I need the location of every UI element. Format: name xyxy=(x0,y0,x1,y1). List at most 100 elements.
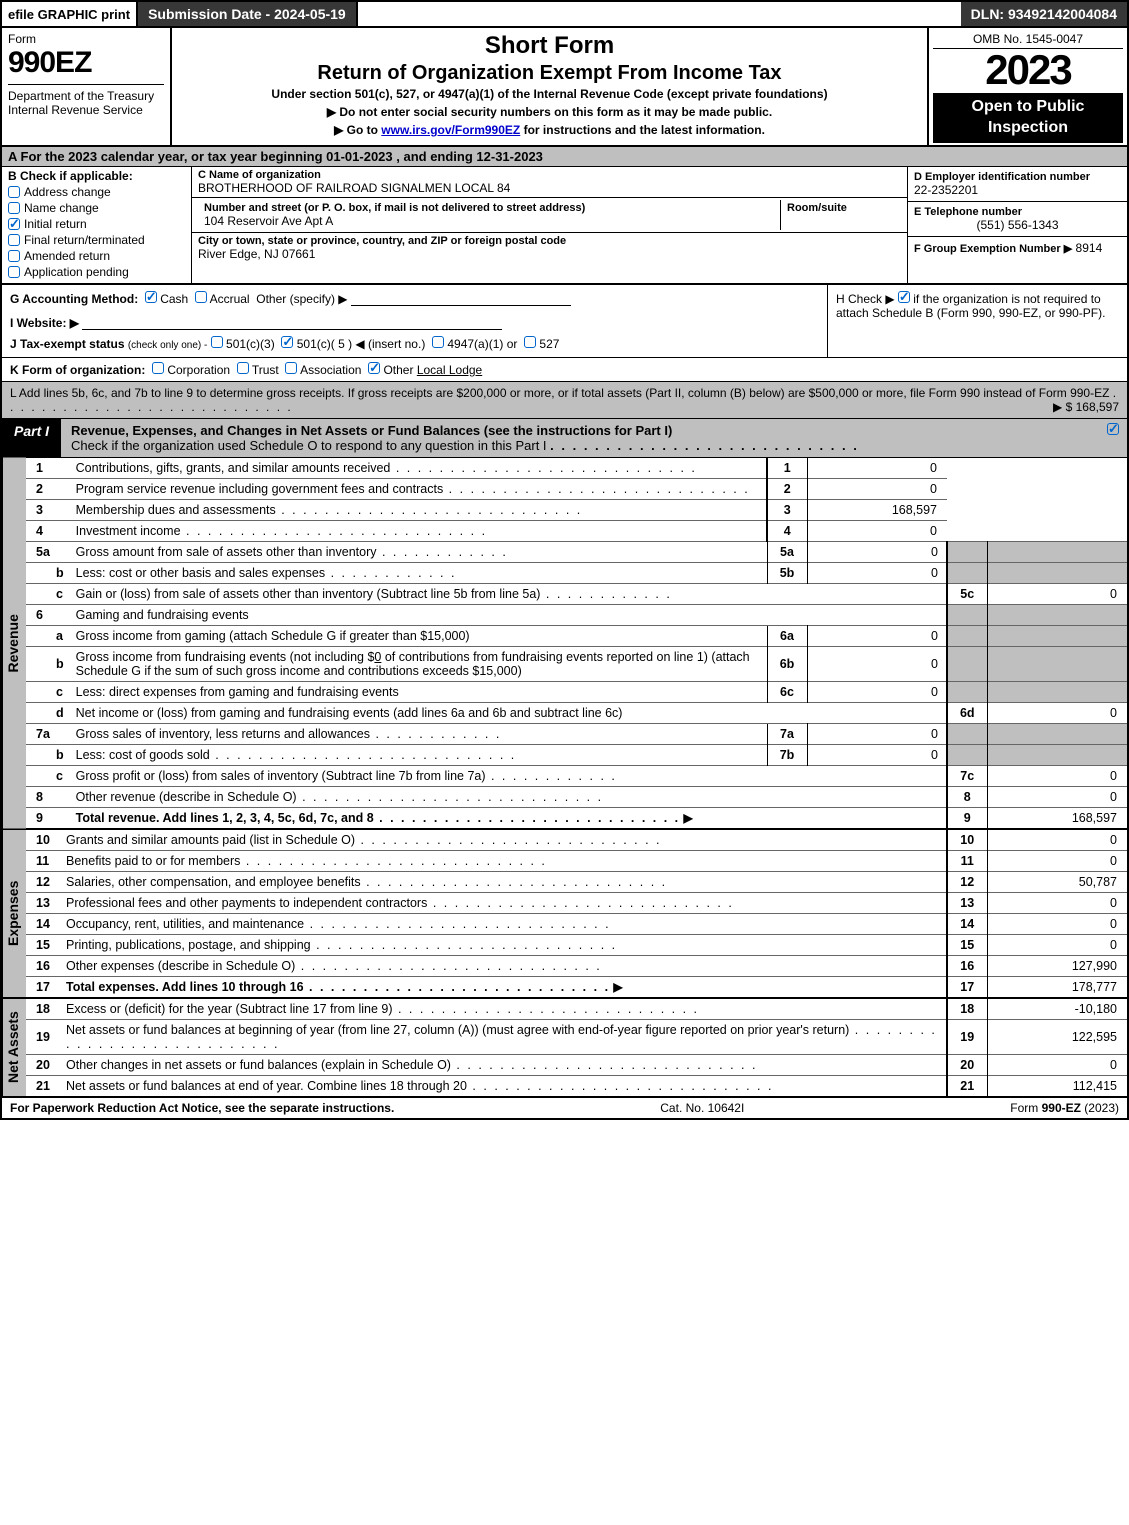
chk-initial-return[interactable]: Initial return xyxy=(8,217,185,231)
efile-print-label[interactable]: efile GRAPHIC print xyxy=(2,2,136,26)
form-header: Form 990EZ Department of the Treasury In… xyxy=(0,28,1129,147)
revenue-table: 1Contributions, gifts, grants, and simil… xyxy=(26,458,1127,829)
g-other: Other (specify) ▶ xyxy=(256,292,347,306)
amt-shade xyxy=(987,605,1127,626)
line-desc: Excess or (deficit) for the year (Subtra… xyxy=(66,1002,393,1016)
mid-val: 0 xyxy=(807,563,947,584)
col-c-org-info: C Name of organization BROTHERHOOD OF RA… xyxy=(192,167,907,283)
expenses-side-label: Expenses xyxy=(2,830,26,997)
line-desc: Occupancy, rent, utilities, and maintena… xyxy=(66,917,304,931)
mid-val: 0 xyxy=(807,647,947,682)
line-num: 18 xyxy=(26,999,60,1020)
footer-left: For Paperwork Reduction Act Notice, see … xyxy=(10,1101,394,1115)
amount: 0 xyxy=(987,1055,1127,1076)
checkbox-icon[interactable] xyxy=(195,291,207,303)
chk-amended-return[interactable]: Amended return xyxy=(8,249,185,263)
org-name-row: C Name of organization BROTHERHOOD OF RA… xyxy=(192,167,907,198)
irs-link[interactable]: www.irs.gov/Form990EZ xyxy=(381,123,520,137)
line-num: 7a xyxy=(26,724,70,745)
line-desc: Salaries, other compensation, and employ… xyxy=(66,875,361,889)
amount: 0 xyxy=(987,766,1127,787)
box-num: 6d xyxy=(947,703,987,724)
website-input[interactable] xyxy=(82,316,502,330)
chk-application-pending[interactable]: Application pending xyxy=(8,265,185,279)
b-header: B Check if applicable: xyxy=(8,169,185,183)
chk-label: Application pending xyxy=(24,265,129,279)
line-21: 21Net assets or fund balances at end of … xyxy=(26,1076,1127,1097)
checkbox-icon[interactable] xyxy=(237,362,249,374)
chk-final-return[interactable]: Final return/terminated xyxy=(8,233,185,247)
checkbox-icon[interactable] xyxy=(898,291,910,303)
box-shade xyxy=(947,745,987,766)
box-num: 5c xyxy=(947,584,987,605)
line-num: 4 xyxy=(26,520,70,541)
part-i-checkbox[interactable] xyxy=(1099,419,1127,457)
net-assets-block: Net Assets 18Excess or (deficit) for the… xyxy=(0,999,1129,1098)
checkbox-icon xyxy=(8,250,20,262)
box-shade xyxy=(947,626,987,647)
line-num: 8 xyxy=(26,787,70,808)
mid-box: 6a xyxy=(767,626,807,647)
chk-name-change[interactable]: Name change xyxy=(8,201,185,215)
org-name-label: C Name of organization xyxy=(198,169,901,181)
box-shade xyxy=(947,563,987,584)
checkbox-icon[interactable] xyxy=(285,362,297,374)
arrow2-pre: ▶ Go to xyxy=(334,123,381,137)
line-num: b xyxy=(26,563,70,584)
amt-shade xyxy=(987,647,1127,682)
line-num: 20 xyxy=(26,1055,60,1076)
box-num: 12 xyxy=(947,872,987,893)
phone: (551) 556-1343 xyxy=(914,218,1121,232)
dln: DLN: 93492142004084 xyxy=(961,2,1127,26)
phone-row: E Telephone number (551) 556-1343 xyxy=(908,202,1127,237)
k-opt: Trust xyxy=(252,363,279,377)
line-desc: Gaming and fundraising events xyxy=(70,605,947,626)
line-k: K Form of organization: Corporation Trus… xyxy=(0,358,1129,382)
checkbox-icon xyxy=(8,186,20,198)
checkbox-icon[interactable] xyxy=(152,362,164,374)
line-desc: Gross income from gaming (attach Schedul… xyxy=(76,629,470,643)
line-num: 6 xyxy=(26,605,70,626)
amount: 0 xyxy=(987,703,1127,724)
city: River Edge, NJ 07661 xyxy=(198,247,901,261)
g-other-input[interactable] xyxy=(351,292,571,306)
box-num: 13 xyxy=(947,893,987,914)
line-3: 3Membership dues and assessments3168,597 xyxy=(26,499,1127,520)
amount: 127,990 xyxy=(987,956,1127,977)
line-2: 2Program service revenue including gover… xyxy=(26,478,1127,499)
footer-right: Form 990-EZ (2023) xyxy=(1010,1101,1119,1115)
arrow-line-1: ▶ Do not enter social security numbers o… xyxy=(182,105,917,119)
phone-label: E Telephone number xyxy=(914,206,1121,218)
line-num: c xyxy=(26,766,70,787)
amt-shade xyxy=(987,626,1127,647)
checkbox-icon[interactable] xyxy=(524,336,536,348)
department: Department of the Treasury Internal Reve… xyxy=(8,84,164,117)
line-15: 15Printing, publications, postage, and s… xyxy=(26,935,1127,956)
line-num: 1 xyxy=(26,458,70,479)
amount: 168,597 xyxy=(987,808,1127,829)
checkbox-icon[interactable] xyxy=(368,362,380,374)
g-label: G Accounting Method: xyxy=(10,292,138,306)
checkbox-icon[interactable] xyxy=(145,291,157,303)
header-right: OMB No. 1545-0047 2023 Open to Public In… xyxy=(927,28,1127,145)
box-num: 7c xyxy=(947,766,987,787)
footer-form-bold: 990-EZ xyxy=(1042,1101,1081,1115)
checkbox-icon[interactable] xyxy=(432,336,444,348)
form-word: Form xyxy=(8,32,164,46)
j-label: J Tax-exempt status xyxy=(10,337,125,351)
line-num: 3 xyxy=(26,499,70,520)
box-num: 2 xyxy=(767,478,807,499)
i-label: I Website: ▶ xyxy=(10,316,79,330)
j-opt4: 527 xyxy=(539,337,559,351)
address: 104 Reservoir Ave Apt A xyxy=(204,214,774,228)
checkbox-icon[interactable] xyxy=(211,336,223,348)
line-num: 16 xyxy=(26,956,60,977)
chk-address-change[interactable]: Address change xyxy=(8,185,185,199)
net-assets-table: 18 Excess or (deficit) for the year (Subt… xyxy=(26,999,1127,1096)
checkbox-icon[interactable] xyxy=(281,336,293,348)
line-desc: Gross profit or (loss) from sales of inv… xyxy=(76,769,486,783)
amount: 50,787 xyxy=(987,872,1127,893)
group-exemption-row: F Group Exemption Number ▶ 8914 xyxy=(908,237,1127,259)
mid-box: 6b xyxy=(767,647,807,682)
line-desc: Other expenses (describe in Schedule O) xyxy=(66,959,295,973)
